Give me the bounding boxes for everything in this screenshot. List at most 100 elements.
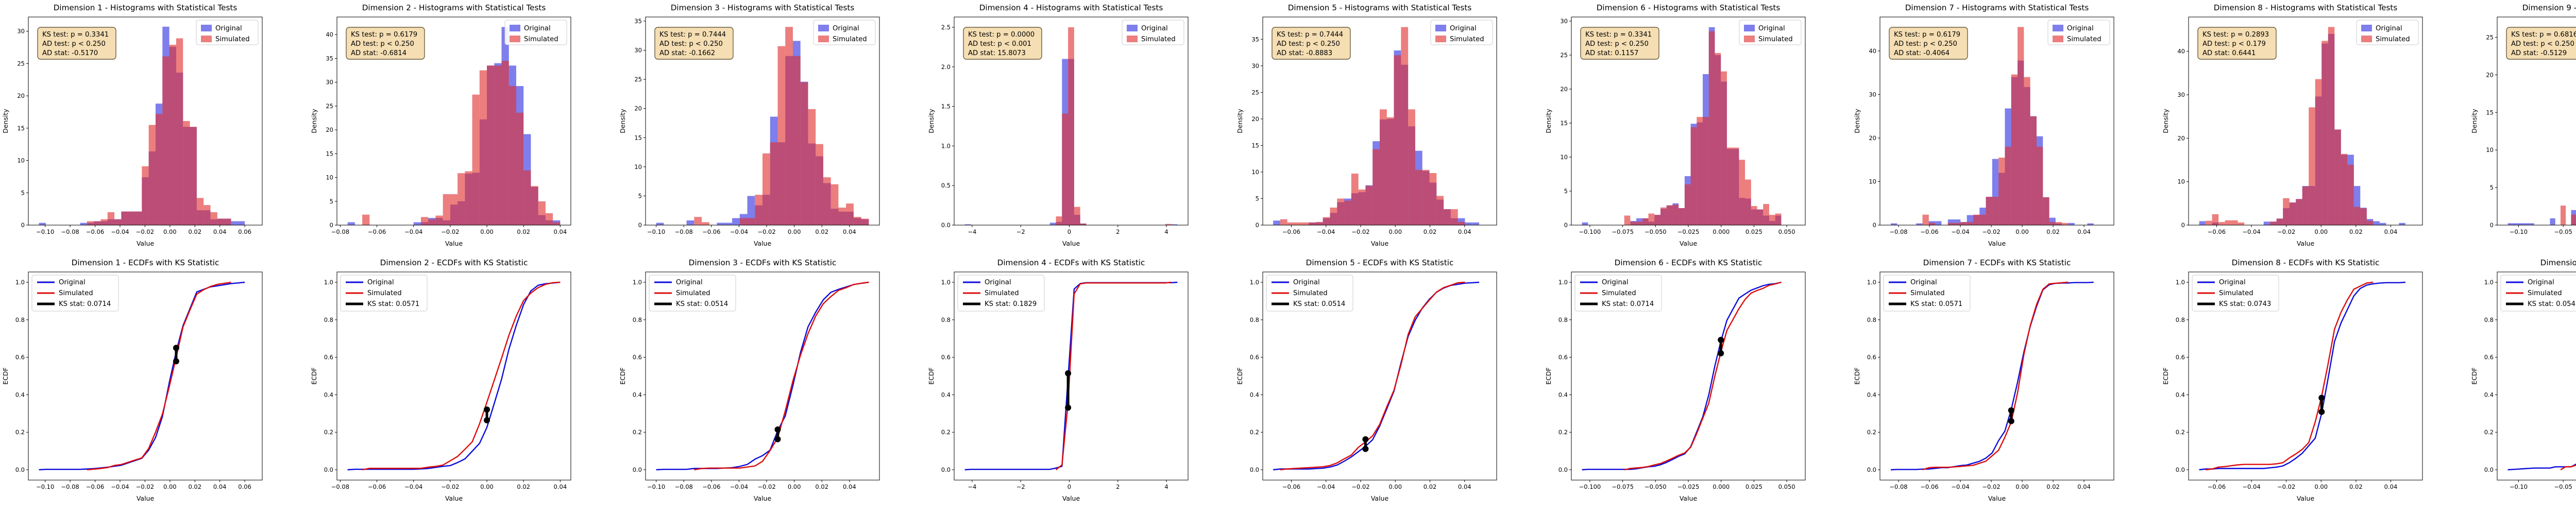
x-axis-label: Value [1371, 494, 1389, 502]
legend-background [649, 275, 736, 312]
legend-swatch-original [201, 25, 212, 31]
y-tick-label: 0.8 [15, 316, 25, 323]
histogram-bar-simulated [1960, 222, 1967, 225]
x-tick-label: −0.06 [368, 483, 386, 490]
y-tick-label: 5 [2490, 184, 2494, 191]
ks-marker-dot [774, 426, 781, 433]
histogram-bar-simulated [162, 56, 170, 225]
histogram-bar-simulated [148, 125, 156, 225]
ecdf-line-simulated [1922, 281, 2069, 471]
legend: Original Simulated [504, 20, 567, 45]
ecdf-cell-dimension-7: Dimension 7 - ECDFs with KS Statistic −0.… [1852, 255, 2160, 510]
histogram-bar-simulated [1715, 53, 1721, 226]
x-axis-label: Value [1062, 494, 1080, 502]
x-axis-label: Value [1680, 240, 1698, 247]
annotation-background [2197, 27, 2277, 60]
histogram-bar-simulated [450, 194, 458, 225]
y-axis-label: Density [310, 109, 318, 133]
annotation-line: KS test: p = 0.6816 [2511, 31, 2576, 39]
x-tick-label: −0.06 [702, 228, 720, 235]
histogram-bar-simulated [702, 222, 709, 225]
x-tick-label: −0.08 [675, 228, 693, 235]
y-tick-label: 0.0 [1558, 466, 1568, 473]
y-tick-label: 0.2 [1867, 429, 1876, 436]
annotation-line: AD test: p < 0.250 [1585, 40, 1649, 48]
y-tick-label: 30 [1869, 91, 1876, 98]
histogram-bar-simulated [808, 109, 816, 225]
y-axis-label: Density [1853, 109, 1861, 133]
x-tick-label: −0.06 [1920, 228, 1938, 235]
y-tick-label: 30 [2177, 91, 2185, 98]
histogram-bar-simulated [538, 201, 546, 225]
histogram-bar-simulated [1294, 222, 1302, 225]
axes-spines [2497, 16, 2576, 226]
x-tick-label: −0.06 [2208, 228, 2226, 235]
legend-label: Simulated [1910, 289, 1945, 297]
x-tick-label: 0.00 [2015, 228, 2029, 235]
histogram-bar-simulated [1074, 207, 1080, 225]
y-axis-label: ECDF [2162, 367, 2170, 384]
y-tick-label: 0.8 [633, 316, 642, 323]
y-tick-label: 10 [1251, 168, 1259, 176]
x-tick-label: −4 [968, 228, 976, 235]
y-tick-label: 0.0 [324, 466, 333, 473]
histogram-bar-simulated [1690, 127, 1697, 225]
x-tick-label: −0.02 [1351, 228, 1369, 235]
ecdf-cell-dimension-9: Dimension 9 - ECDFs with KS Statistic −0.… [2469, 255, 2576, 510]
histogram-bar-simulated [135, 211, 142, 225]
annotation-line: AD stat: -0.8883 [1277, 49, 1332, 57]
legend-label: Original [676, 279, 703, 286]
histogram-chart-dimension-3: Dimension 3 - Histograms with Statistica… [617, 0, 926, 255]
histogram-bar-simulated [777, 46, 786, 225]
x-tick-label: 0.02 [188, 228, 201, 235]
histogram-bar-simulated [823, 177, 831, 225]
y-tick-label: 15 [1251, 142, 1259, 149]
legend-label: Original [1910, 279, 1937, 286]
histogram-bar-original [238, 221, 245, 225]
x-tick-label: −0.06 [702, 483, 720, 490]
histogram-bar-original [347, 222, 355, 225]
y-tick-label: 0 [21, 221, 25, 229]
histogram-bar-simulated [2036, 146, 2043, 225]
x-tick-label: 0.02 [2349, 228, 2363, 235]
x-tick-label: −0.06 [1282, 483, 1300, 490]
histogram-cell-dimension-9: Dimension 9 - Histograms with Statistica… [2469, 0, 2576, 255]
histogram-chart-dimension-9: Dimension 9 - Histograms with Statistica… [2469, 0, 2576, 255]
x-tick-label: −0.04 [2242, 228, 2260, 235]
histogram-chart-dimension-8: Dimension 8 - Histograms with Statistica… [2160, 0, 2469, 255]
y-tick-label: 10 [1560, 153, 1568, 161]
histogram-bar-simulated [1624, 215, 1631, 225]
histogram-bar-original [2399, 223, 2405, 225]
y-tick-label: 0.2 [2484, 429, 2494, 436]
y-tick-label: 1.5 [941, 103, 951, 110]
legend-label: Original [215, 25, 242, 32]
x-tick-label: 0.02 [517, 483, 530, 490]
x-tick-label: −0.02 [2277, 483, 2295, 490]
x-tick-label: −0.08 [675, 483, 693, 490]
legend-label: Simulated [676, 289, 710, 297]
chart-title: Dimension 9 - Histograms with Statistica… [2522, 3, 2576, 12]
histogram-bar-original [1954, 219, 1961, 225]
histogram-bar-simulated [2347, 164, 2354, 225]
histogram-bar-simulated [2270, 221, 2277, 225]
ks-statistic-marker [1362, 436, 1369, 452]
y-tick-label: 0.0 [941, 466, 951, 473]
histogram-bar-original [1935, 221, 1942, 225]
histogram-bar-simulated [792, 56, 801, 225]
x-tick-label: −0.04 [111, 483, 129, 490]
histogram-bar-simulated [2353, 207, 2361, 225]
histogram-bar-simulated [2030, 116, 2037, 225]
legend-label: Original [833, 25, 859, 32]
annotation-line: AD stat: -0.5129 [2511, 49, 2567, 57]
x-axis-label: Value [1988, 240, 2006, 247]
histogram-bar-simulated [420, 217, 429, 225]
ecdf-cell-dimension-4: Dimension 4 - ECDFs with KS Statistic −4 −… [926, 255, 1234, 510]
y-tick-label: 5 [638, 192, 642, 199]
histogram-bar-original [2513, 223, 2519, 225]
y-tick-label: 0 [330, 221, 333, 229]
histogram-bar-simulated [2005, 146, 2011, 225]
histogram-cell-dimension-5: Dimension 5 - Histograms with Statistica… [1234, 0, 1543, 255]
histogram-bar-simulated [1757, 209, 1764, 225]
bars-simulated [87, 38, 231, 226]
